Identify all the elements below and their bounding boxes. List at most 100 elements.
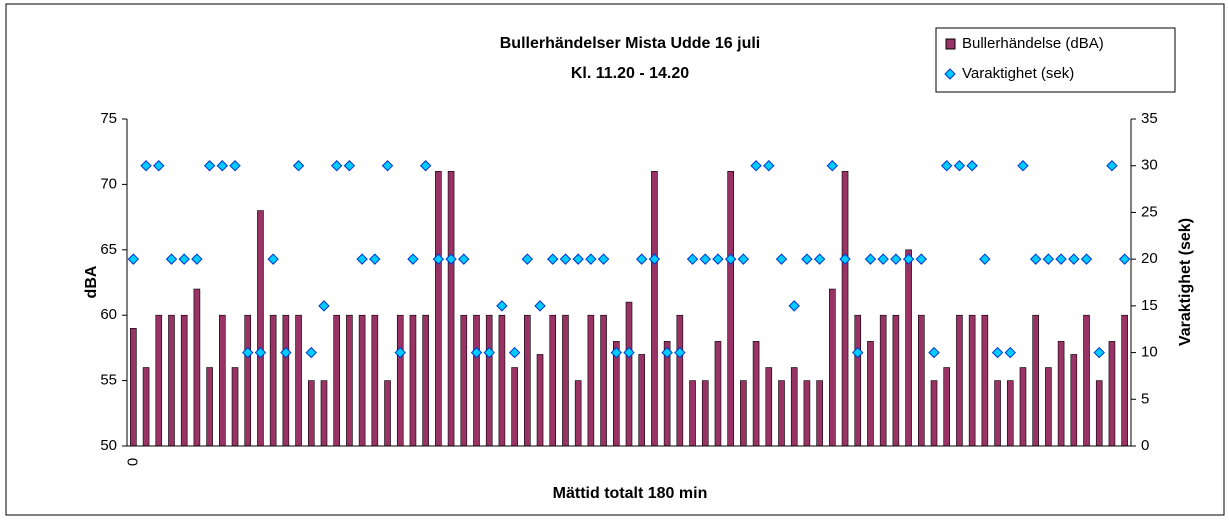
bar xyxy=(473,314,480,447)
point xyxy=(229,160,241,172)
bar xyxy=(333,314,340,447)
bar xyxy=(1019,367,1027,447)
point xyxy=(788,300,800,312)
bar xyxy=(994,380,1001,447)
point xyxy=(445,253,457,265)
point xyxy=(826,160,839,172)
bar xyxy=(485,314,493,447)
bar xyxy=(562,314,569,447)
point xyxy=(839,253,851,265)
bar xyxy=(574,380,582,447)
point xyxy=(153,160,165,172)
bar xyxy=(701,380,709,447)
bar xyxy=(956,314,963,447)
y-tick-label: 50 xyxy=(100,437,117,454)
bar xyxy=(714,341,722,447)
point xyxy=(915,253,928,265)
point xyxy=(674,346,686,359)
chart-title: Bullerhändelser Mista Udde 16 juli xyxy=(500,35,761,52)
bar xyxy=(1045,367,1052,447)
point xyxy=(877,253,889,265)
point xyxy=(178,253,190,265)
x-axis-label: Mättid totalt 180 min xyxy=(553,485,708,502)
point xyxy=(534,300,546,312)
bar xyxy=(803,380,811,447)
point xyxy=(280,346,292,359)
y2-tick-label: 5 xyxy=(1141,390,1149,407)
point xyxy=(648,253,661,265)
legend-box xyxy=(935,27,1176,93)
point xyxy=(1093,346,1105,359)
bar xyxy=(651,171,658,447)
bar xyxy=(1095,380,1103,447)
point xyxy=(801,253,813,265)
point xyxy=(890,253,902,265)
bar xyxy=(269,314,277,447)
point xyxy=(470,346,483,359)
y2-tick-label: 35 xyxy=(1141,110,1158,127)
point xyxy=(1106,160,1118,172)
bar xyxy=(600,314,607,447)
bar xyxy=(282,314,290,447)
y2-tick-label: 10 xyxy=(1141,344,1158,361)
point xyxy=(1055,253,1067,265)
bar xyxy=(307,380,315,447)
point xyxy=(419,160,432,172)
bar xyxy=(981,314,989,447)
bar xyxy=(1121,314,1128,447)
point xyxy=(610,346,622,359)
bar xyxy=(638,354,646,447)
point xyxy=(267,253,279,265)
point xyxy=(330,160,343,172)
bar xyxy=(257,210,264,447)
y-tick-label: 75 xyxy=(100,110,117,127)
point xyxy=(1042,253,1055,265)
point xyxy=(750,160,762,172)
y-tick-label: 60 xyxy=(100,306,117,323)
point xyxy=(813,253,826,265)
bar xyxy=(219,314,226,447)
bar xyxy=(168,314,175,447)
point xyxy=(165,253,178,265)
y2-tick-label: 0 xyxy=(1141,437,1149,454)
point xyxy=(369,253,381,265)
point xyxy=(636,253,648,265)
point xyxy=(458,253,470,265)
bar xyxy=(854,314,862,447)
bar xyxy=(346,314,353,447)
bar xyxy=(130,327,137,447)
bar xyxy=(879,314,887,447)
y-tick-label: 65 xyxy=(100,241,117,258)
point xyxy=(356,253,368,265)
point xyxy=(864,253,877,265)
point xyxy=(597,253,610,265)
point xyxy=(483,346,495,359)
bar xyxy=(1057,341,1065,447)
bar xyxy=(206,367,213,447)
point xyxy=(254,346,267,359)
y2-tick-label: 30 xyxy=(1141,157,1158,174)
point xyxy=(407,253,419,265)
bar xyxy=(790,367,798,447)
point xyxy=(775,253,788,265)
point xyxy=(343,160,356,172)
point xyxy=(991,346,1004,359)
point xyxy=(394,346,406,359)
bar xyxy=(752,341,760,447)
legend-label: Bullerhändelse (dBA) xyxy=(962,35,1104,52)
point xyxy=(953,160,966,172)
legend-label: Varaktighet (sek) xyxy=(962,65,1074,82)
bar xyxy=(816,380,823,447)
y2-tick-label: 15 xyxy=(1141,297,1158,314)
point xyxy=(979,253,991,265)
bar xyxy=(829,288,836,447)
bar xyxy=(740,380,747,447)
bar xyxy=(498,314,506,447)
bar xyxy=(460,314,468,447)
bar xyxy=(727,171,734,447)
legend-swatch xyxy=(944,68,956,80)
bar xyxy=(447,171,455,447)
bar xyxy=(409,314,417,447)
point xyxy=(242,346,254,359)
y-tick-label: 70 xyxy=(100,175,117,192)
